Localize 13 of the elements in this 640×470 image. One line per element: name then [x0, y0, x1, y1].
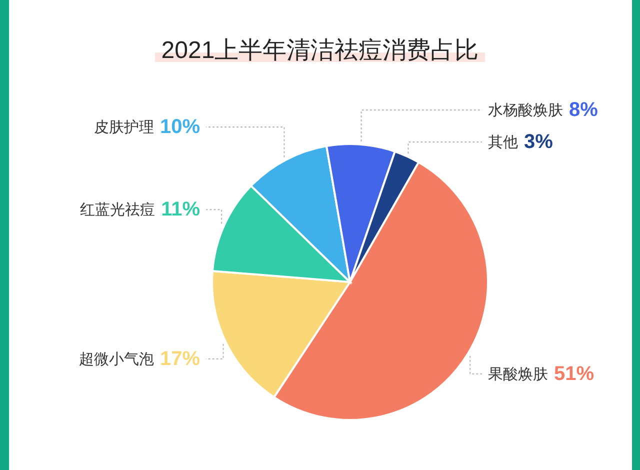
data-label: 10% — [160, 116, 200, 138]
chart-title: 2021上半年清洁祛痘消费占比 — [155, 37, 485, 64]
slice-label: 其他 — [488, 134, 518, 151]
slice-label: 红蓝光祛痘 — [80, 202, 156, 219]
data-label: 17% — [160, 348, 200, 370]
slice-label: 果酸焕肤 — [488, 366, 548, 383]
data-label: 11% — [161, 198, 200, 221]
slice-label: 皮肤护理 — [94, 118, 154, 136]
data-label: 3% — [524, 131, 554, 153]
data-label: 51% — [554, 362, 594, 385]
slice-label: 水杨酸焕肤 — [488, 102, 563, 119]
slice-label: 超微小气泡 — [78, 350, 154, 368]
data-label: 8% — [569, 99, 598, 121]
